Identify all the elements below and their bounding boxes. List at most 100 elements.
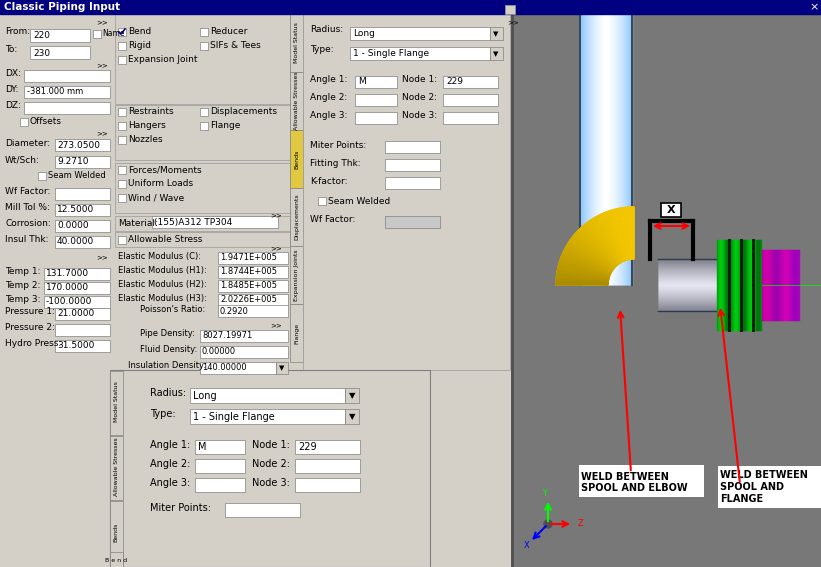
Text: 229: 229 xyxy=(446,78,463,87)
Bar xyxy=(110,436,123,500)
Polygon shape xyxy=(628,207,632,259)
Text: Hydro Press:: Hydro Press: xyxy=(5,340,62,349)
Polygon shape xyxy=(599,215,622,262)
Polygon shape xyxy=(603,213,625,261)
Polygon shape xyxy=(618,208,630,260)
Bar xyxy=(512,0,821,567)
Bar xyxy=(20,118,28,126)
Polygon shape xyxy=(562,255,610,276)
Text: Fluid Density:: Fluid Density: xyxy=(140,345,197,354)
Bar xyxy=(505,5,515,14)
Bar xyxy=(290,130,303,188)
Text: ×: × xyxy=(810,2,819,12)
Polygon shape xyxy=(561,257,610,276)
Text: Insul Thk:: Insul Thk: xyxy=(5,235,48,244)
Bar xyxy=(110,370,430,567)
Bar xyxy=(44,296,110,308)
Bar xyxy=(118,122,126,130)
Bar xyxy=(195,440,245,454)
Text: >>: >> xyxy=(96,130,108,136)
Text: SPOOL AND ELBOW: SPOOL AND ELBOW xyxy=(581,483,688,493)
Text: Flange: Flange xyxy=(294,323,299,344)
Bar xyxy=(200,28,208,36)
Text: Node 3:: Node 3: xyxy=(402,112,437,121)
Polygon shape xyxy=(599,214,623,262)
Polygon shape xyxy=(614,209,628,260)
Text: Seam Welded: Seam Welded xyxy=(48,171,106,180)
Bar xyxy=(200,346,288,358)
Bar xyxy=(30,46,90,59)
Text: Angle 2:: Angle 2: xyxy=(150,459,190,469)
Text: Expansion Joints: Expansion Joints xyxy=(294,249,299,301)
Text: Offsets: Offsets xyxy=(30,117,62,126)
Text: 229: 229 xyxy=(298,442,317,452)
Polygon shape xyxy=(616,209,628,260)
Text: >>: >> xyxy=(96,62,108,68)
Polygon shape xyxy=(593,218,621,263)
Text: 1.8485E+005: 1.8485E+005 xyxy=(220,281,277,290)
Bar xyxy=(152,216,278,228)
Text: 0.0000: 0.0000 xyxy=(57,222,89,231)
Bar xyxy=(385,216,440,228)
Text: 21.0000: 21.0000 xyxy=(57,310,94,319)
Bar xyxy=(290,72,303,130)
Polygon shape xyxy=(605,212,625,261)
Bar xyxy=(200,330,288,342)
Bar xyxy=(118,180,126,188)
Bar xyxy=(118,108,126,116)
Text: Temp 1:: Temp 1: xyxy=(5,268,40,277)
Text: SIFs & Tees: SIFs & Tees xyxy=(210,41,261,50)
Polygon shape xyxy=(630,207,633,259)
Bar xyxy=(200,42,208,50)
Polygon shape xyxy=(573,235,614,269)
Bar xyxy=(55,324,110,336)
Polygon shape xyxy=(631,207,634,259)
Polygon shape xyxy=(556,279,608,284)
Text: Angle 1:: Angle 1: xyxy=(310,75,347,84)
Text: Y: Y xyxy=(542,489,547,498)
Polygon shape xyxy=(556,284,608,285)
Text: Model Status: Model Status xyxy=(113,382,118,422)
Polygon shape xyxy=(558,265,609,279)
Bar xyxy=(276,362,288,374)
Text: Allowable Stress: Allowable Stress xyxy=(128,235,202,244)
Bar xyxy=(318,197,326,205)
Bar xyxy=(295,478,360,492)
Polygon shape xyxy=(557,271,608,281)
Polygon shape xyxy=(557,266,608,280)
Text: ▼: ▼ xyxy=(349,413,355,421)
Text: ▼: ▼ xyxy=(349,391,355,400)
Bar xyxy=(579,465,704,497)
Text: Uniform Loads: Uniform Loads xyxy=(128,180,193,188)
Polygon shape xyxy=(583,225,617,265)
Bar xyxy=(350,27,490,40)
Text: Wt/Sch:: Wt/Sch: xyxy=(5,155,40,164)
Bar xyxy=(218,280,288,292)
Text: 0.2920: 0.2920 xyxy=(220,307,249,315)
Bar xyxy=(0,14,510,567)
Circle shape xyxy=(544,520,552,528)
Text: Allowable Stresses: Allowable Stresses xyxy=(113,438,118,496)
Polygon shape xyxy=(559,261,609,277)
Text: X: X xyxy=(524,541,530,551)
Polygon shape xyxy=(626,208,632,259)
Text: Temp 2:: Temp 2: xyxy=(5,281,40,290)
Text: DZ:: DZ: xyxy=(5,101,21,111)
Polygon shape xyxy=(607,211,626,261)
Polygon shape xyxy=(556,280,608,284)
Text: Name: Name xyxy=(102,29,125,39)
Polygon shape xyxy=(620,208,630,260)
Text: WELD BETWEEN: WELD BETWEEN xyxy=(581,472,669,482)
Polygon shape xyxy=(572,236,614,269)
Bar xyxy=(385,141,440,153)
Polygon shape xyxy=(557,269,608,280)
Bar xyxy=(118,194,126,202)
Text: Forces/Moments: Forces/Moments xyxy=(128,166,202,175)
Text: WELD BETWEEN: WELD BETWEEN xyxy=(720,470,808,480)
Text: Long: Long xyxy=(193,391,217,401)
Bar xyxy=(200,108,208,116)
Bar xyxy=(195,478,245,492)
Text: 220: 220 xyxy=(33,32,50,40)
Polygon shape xyxy=(557,274,608,282)
Polygon shape xyxy=(576,231,615,268)
